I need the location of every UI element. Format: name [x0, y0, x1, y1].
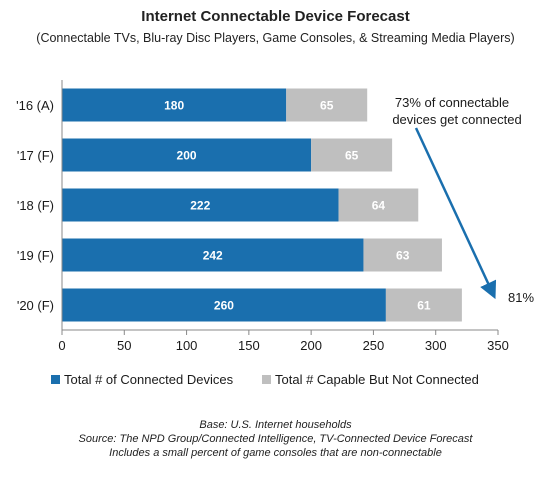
- x-tick-label: 150: [238, 338, 260, 353]
- bar-value-label: 180: [164, 99, 184, 113]
- bar-value-label: 65: [320, 99, 334, 113]
- legend-swatch-not-connected: [262, 375, 271, 384]
- x-tick-label: 0: [58, 338, 65, 353]
- footer-base-note: Base: U.S. Internet households: [199, 419, 352, 431]
- category-label: '16 (A): [16, 98, 54, 113]
- x-tick-label: 200: [300, 338, 322, 353]
- bar-connected-1: [62, 138, 312, 172]
- bar-connected-3: [62, 238, 364, 272]
- bar-not-connected-4: [385, 288, 462, 322]
- category-label: '19 (F): [17, 248, 54, 263]
- bar-not-connected-3: [363, 238, 442, 272]
- bar-value-label: 242: [203, 249, 223, 263]
- x-tick-label: 300: [425, 338, 447, 353]
- bar-value-label: 61: [417, 299, 431, 313]
- trend-arrow: [414, 127, 497, 300]
- bar-value-label: 200: [177, 149, 197, 163]
- category-label: '20 (F): [17, 298, 54, 313]
- bar-connected-2: [62, 188, 339, 222]
- bar-value-label: 65: [345, 149, 359, 163]
- bar-connected-0: [62, 88, 287, 122]
- bar-value-label: 63: [396, 249, 410, 263]
- chart-title: Internet Connectable Device Forecast: [141, 8, 410, 25]
- bar-not-connected-2: [338, 188, 419, 222]
- category-label: '17 (F): [17, 148, 54, 163]
- footer-consoles-note: Includes a small percent of game console…: [109, 447, 442, 459]
- category-label: '18 (F): [17, 198, 54, 213]
- legend-label-connected: Total # of Connected Devices: [64, 372, 234, 387]
- bar-not-connected-0: [286, 88, 368, 122]
- x-tick-label: 100: [176, 338, 198, 353]
- x-tick-label: 50: [117, 338, 131, 353]
- chart-subtitle: (Connectable TVs, Blu-ray Disc Players, …: [36, 31, 515, 45]
- bar-value-label: 222: [190, 199, 210, 213]
- x-tick-label: 250: [363, 338, 385, 353]
- x-tick-label: 350: [487, 338, 509, 353]
- bar-value-label: 64: [372, 199, 386, 213]
- legend-label-not-connected: Total # Capable But Not Connected: [275, 372, 479, 387]
- bar-not-connected-1: [311, 138, 393, 172]
- legend-swatch-connected: [51, 375, 60, 384]
- annotation-start-line1: 73% of connectable: [395, 95, 509, 110]
- bar-value-label: 260: [214, 299, 234, 313]
- annotation-start-line2: devices get connected: [392, 112, 521, 127]
- footer-source-note: Source: The NPD Group/Connected Intellig…: [78, 433, 473, 445]
- bar-connected-4: [62, 288, 386, 322]
- annotation-end-label: 81%: [508, 290, 534, 305]
